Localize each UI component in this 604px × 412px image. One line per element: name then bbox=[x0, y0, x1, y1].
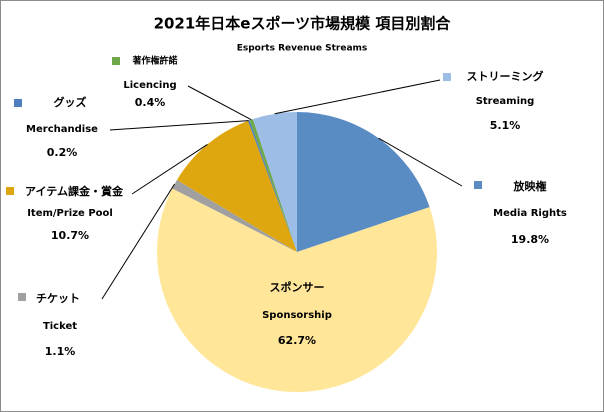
label-ja: アイテム課金・賞金 bbox=[25, 184, 124, 198]
label-en: Item/Prize Pool bbox=[27, 208, 113, 219]
pie-slice bbox=[156, 188, 437, 393]
legend-swatch bbox=[18, 293, 26, 301]
legend-swatch bbox=[112, 57, 120, 65]
label-ja: ストリーミング bbox=[467, 69, 544, 83]
value-label: 5.1% bbox=[490, 119, 521, 132]
legend-swatch bbox=[14, 99, 22, 107]
label-en: Streaming bbox=[476, 96, 535, 107]
leader-line bbox=[378, 137, 463, 187]
label-en: Ticket bbox=[43, 321, 77, 332]
label-en: Media Rights bbox=[493, 208, 567, 219]
value-label: 10.7% bbox=[51, 229, 89, 242]
label-ja: グッズ bbox=[54, 95, 87, 109]
label-en: Licencing bbox=[123, 80, 176, 91]
pie-slice bbox=[249, 119, 297, 252]
legend-swatch bbox=[443, 73, 451, 81]
value-label: 19.8% bbox=[511, 233, 549, 246]
label-ja: 著作権許諾 bbox=[132, 55, 177, 67]
pie-slice bbox=[172, 179, 297, 252]
value-label: 0.2% bbox=[47, 146, 78, 159]
value-label: 1.1% bbox=[45, 345, 76, 358]
legend-swatch bbox=[474, 181, 482, 189]
chart-subtitle: Esports Revenue Streams bbox=[237, 44, 368, 54]
chart-title: 2021年日本eスポーツ市場規模 項目別割合 bbox=[154, 15, 452, 33]
label-ja: スポンサー bbox=[270, 280, 325, 294]
label-en: Sponsorship bbox=[262, 310, 332, 321]
label-ja: チケット bbox=[36, 292, 80, 305]
label-ja: 放映権 bbox=[513, 179, 547, 193]
value-label: 62.7% bbox=[278, 334, 316, 347]
leader-line bbox=[131, 143, 208, 195]
leader-line bbox=[101, 183, 175, 300]
pie-slice bbox=[297, 112, 430, 252]
leader-line bbox=[274, 79, 441, 115]
label-en: Merchandise bbox=[26, 124, 98, 135]
legend-swatch bbox=[6, 187, 14, 195]
pie-slice bbox=[252, 112, 297, 252]
leader-line bbox=[109, 120, 249, 131]
pie-slice bbox=[176, 120, 297, 252]
pie-slice bbox=[247, 120, 297, 252]
value-label: 0.4% bbox=[135, 96, 166, 109]
leader-line bbox=[187, 85, 252, 121]
